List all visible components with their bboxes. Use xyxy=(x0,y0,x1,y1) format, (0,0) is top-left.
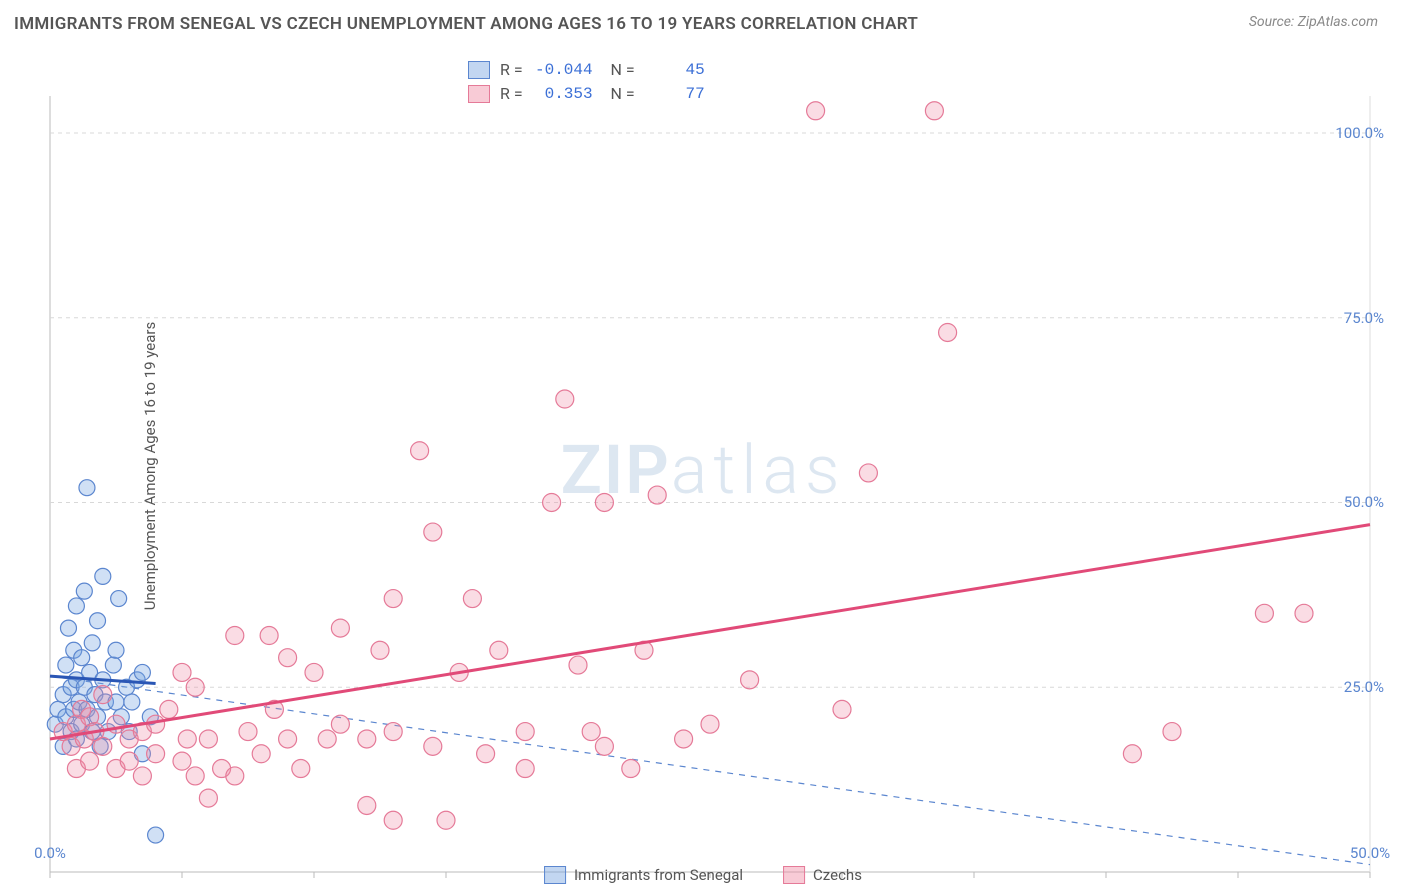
legend-swatch xyxy=(783,866,805,884)
legend-swatch xyxy=(544,866,566,884)
legend-swatch xyxy=(468,61,490,79)
y-axis-label: Unemployment Among Ages 16 to 19 years xyxy=(141,322,159,610)
legend-series-item: Immigrants from Senegal xyxy=(544,866,743,884)
legend-series-item: Czechs xyxy=(783,866,862,884)
legend-n-label: N = xyxy=(603,58,635,82)
chart-header: IMMIGRANTS FROM SENEGAL VS CZECH UNEMPLO… xyxy=(0,0,1406,40)
legend-swatch xyxy=(468,85,490,103)
chart-title: IMMIGRANTS FROM SENEGAL VS CZECH UNEMPLO… xyxy=(14,14,918,34)
legend-series-name: Immigrants from Senegal xyxy=(574,866,743,884)
legend-r-value: 0.353 xyxy=(533,82,593,106)
x-tick-label: 0.0% xyxy=(34,844,66,862)
legend-series: Immigrants from Senegal Czechs xyxy=(544,866,862,884)
y-tick-label: 100.0% xyxy=(1335,124,1384,142)
legend-stats-row: R = 0.353 N = 77 xyxy=(468,82,705,106)
legend-r-label: R = xyxy=(500,58,523,82)
legend-stats-row: R = -0.044 N = 45 xyxy=(468,58,705,82)
legend-n-value: 77 xyxy=(645,82,705,106)
scatter-chart xyxy=(0,40,1406,892)
chart-source: Source: ZipAtlas.com xyxy=(1249,14,1378,30)
y-tick-label: 25.0% xyxy=(1344,678,1384,696)
legend-r-value: -0.044 xyxy=(533,58,593,82)
legend-stats: R = -0.044 N = 45 R = 0.353 N = 77 xyxy=(460,54,713,110)
y-tick-label: 50.0% xyxy=(1344,493,1384,511)
legend-n-value: 45 xyxy=(645,58,705,82)
legend-series-name: Czechs xyxy=(813,866,862,884)
x-tick-label: 50.0% xyxy=(1350,844,1390,862)
chart-container: Unemployment Among Ages 16 to 19 years xyxy=(0,40,1406,892)
legend-r-label: R = xyxy=(500,82,523,106)
y-tick-label: 75.0% xyxy=(1344,309,1384,327)
legend-n-label: N = xyxy=(603,82,635,106)
